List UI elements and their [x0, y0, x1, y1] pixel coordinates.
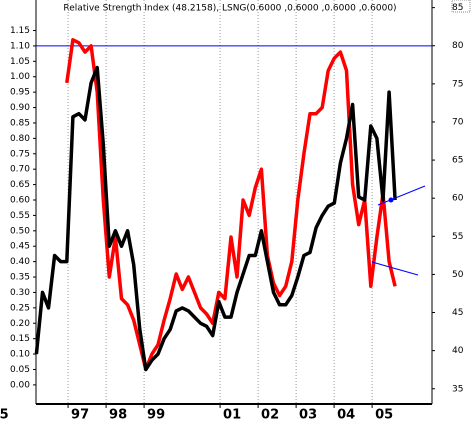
- y-tick-label: 1.05: [10, 57, 30, 67]
- x-tick-label: 04: [337, 408, 355, 423]
- y-tick-label: 0.80: [10, 134, 30, 144]
- y2-tick-label: 40: [452, 346, 464, 356]
- x-tick-label: 03: [299, 408, 317, 423]
- y-tick-label: 0.55: [10, 211, 30, 221]
- y-tick-label: 0.25: [10, 303, 30, 313]
- y-tick-label: 1.15: [10, 26, 30, 36]
- trend-line: [371, 261, 419, 276]
- y-tick-label: 0.05: [10, 365, 30, 375]
- line-series: [65, 38, 397, 372]
- y2-tick-label: 35: [452, 384, 463, 394]
- y-tick-label: 0.35: [10, 273, 30, 283]
- y-tick-label: 0.30: [10, 288, 30, 298]
- y2-tick-label: 45: [452, 308, 463, 318]
- y-tick-label: 0.70: [10, 165, 30, 175]
- chart-title: Relative Strength Index (48.2158), LSNG(…: [63, 4, 396, 14]
- x-tick-label: 02: [261, 408, 279, 423]
- y2-tick-label: 70: [452, 117, 464, 127]
- x-tick-label: 99: [147, 408, 165, 423]
- y-tick-label: 0.60: [10, 195, 30, 205]
- y-tick-label: 1.10: [10, 41, 30, 51]
- trend-line: [377, 185, 426, 206]
- y2-tick-label: 60: [452, 194, 464, 204]
- corner-box: [451, 0, 471, 13]
- x-tick-label: 5: [0, 408, 9, 423]
- x-tick-label: 98: [109, 408, 127, 423]
- marker: [388, 197, 394, 203]
- y2-tick-label: 65: [452, 156, 463, 166]
- y-tick-label: 0.45: [10, 242, 30, 252]
- y-tick-label: 0.75: [10, 149, 30, 159]
- y-tick-label: 0.50: [10, 226, 30, 236]
- y2-tick-label: 55: [452, 232, 463, 242]
- y-tick-label: 0.95: [10, 88, 30, 98]
- y-tick-label: 0.40: [10, 257, 30, 267]
- y2-tick-label: 75: [452, 79, 463, 89]
- line-series: [34, 65, 397, 372]
- y2-tick-label: 85: [452, 3, 463, 13]
- y-tick-label: 0.65: [10, 180, 30, 190]
- y-tick-label: 0.10: [10, 350, 30, 360]
- y-tick-label: 1.00: [10, 72, 30, 82]
- x-tick-label: 01: [223, 408, 241, 423]
- y-tick-label: 0.15: [10, 334, 30, 344]
- y-tick-label: 0.20: [10, 319, 30, 329]
- x-tick-label: 97: [71, 408, 89, 423]
- y-tick-label: 0.00: [10, 380, 30, 390]
- x-tick-label: 05: [375, 408, 393, 423]
- y2-tick-label: 50: [452, 270, 464, 280]
- y-tick-label: 0.85: [10, 118, 30, 128]
- y-tick-label: 0.90: [10, 103, 30, 113]
- y2-tick-label: 80: [452, 41, 464, 51]
